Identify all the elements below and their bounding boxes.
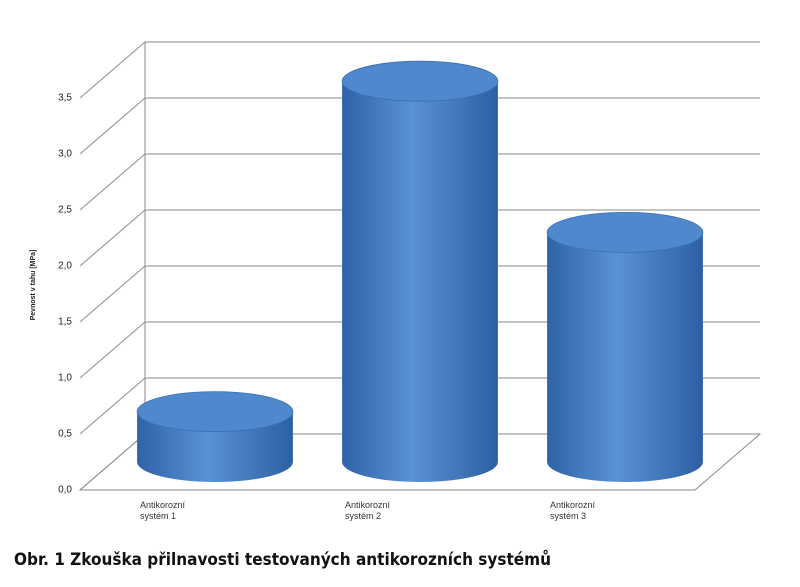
- caption: Obr. 1 Zkouška přilnavosti testovaných a…: [14, 548, 551, 570]
- x-tick-label-box: Antikorozní systém 3: [550, 500, 596, 521]
- y-tick-label: 3,0: [58, 149, 72, 160]
- y-tick-label: 1,0: [58, 373, 72, 384]
- bar-top: [546, 211, 704, 253]
- x-tick-label-box: Antikorozní systém 1: [140, 500, 186, 521]
- y-tick-label: 0,5: [58, 429, 72, 440]
- x-tick-label-box: Antikorozní systém 2: [345, 500, 391, 521]
- bar: [342, 81, 498, 482]
- y-tick-label: 2,0: [58, 261, 72, 272]
- bar: [547, 232, 703, 482]
- y-axis-title: Pevnost v tahu [MPa]: [30, 250, 37, 321]
- y-tick-label: 1,5: [58, 317, 72, 328]
- x-tick-label: Antikorozní systém 2: [345, 500, 391, 521]
- bar-top: [136, 391, 294, 433]
- y-tick-label: 3,5: [58, 93, 72, 104]
- y-tick-label: 2,5: [58, 205, 72, 216]
- x-tick-label: Antikorozní systém 3: [550, 500, 596, 521]
- x-tick-label: Antikorozní systém 1: [140, 500, 186, 521]
- y-tick-label: 0,0: [58, 485, 72, 496]
- bar-top: [341, 60, 499, 102]
